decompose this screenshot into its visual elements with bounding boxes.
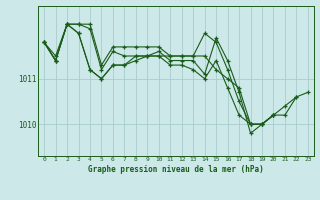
X-axis label: Graphe pression niveau de la mer (hPa): Graphe pression niveau de la mer (hPa) — [88, 165, 264, 174]
